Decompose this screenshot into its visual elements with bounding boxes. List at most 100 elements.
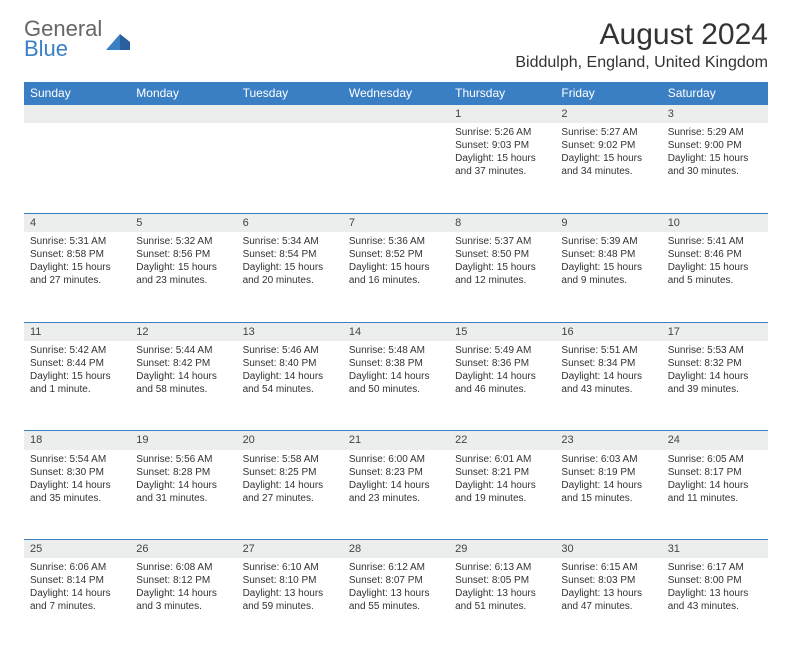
day-number-cell: 10 xyxy=(662,213,768,232)
sunrise-text: Sunrise: 5:53 AM xyxy=(668,344,762,357)
daylight-text: Daylight: 14 hours and 58 minutes. xyxy=(136,370,230,396)
day-number-cell: 19 xyxy=(130,431,236,450)
sunset-text: Sunset: 8:52 PM xyxy=(349,248,443,261)
sunrise-text: Sunrise: 6:15 AM xyxy=(561,561,655,574)
sunrise-text: Sunrise: 6:01 AM xyxy=(455,453,549,466)
day-number-cell: 27 xyxy=(237,540,343,559)
weekday-header: Thursday xyxy=(449,82,555,105)
sunrise-text: Sunrise: 5:58 AM xyxy=(243,453,337,466)
day-number-row: 25262728293031 xyxy=(24,540,768,559)
day-detail-cell: Sunrise: 5:44 AMSunset: 8:42 PMDaylight:… xyxy=(130,341,236,431)
day-detail-cell: Sunrise: 6:17 AMSunset: 8:00 PMDaylight:… xyxy=(662,558,768,648)
day-detail-cell: Sunrise: 5:39 AMSunset: 8:48 PMDaylight:… xyxy=(555,232,661,322)
logo: General Blue xyxy=(24,18,132,60)
logo-text-2: Blue xyxy=(24,38,102,60)
day-number-cell: 4 xyxy=(24,213,130,232)
day-detail-row: Sunrise: 5:31 AMSunset: 8:58 PMDaylight:… xyxy=(24,232,768,322)
day-number-cell: 5 xyxy=(130,213,236,232)
day-number-cell: 16 xyxy=(555,322,661,341)
sunrise-text: Sunrise: 5:37 AM xyxy=(455,235,549,248)
daylight-text: Daylight: 13 hours and 55 minutes. xyxy=(349,587,443,613)
sunrise-text: Sunrise: 5:31 AM xyxy=(30,235,124,248)
sunset-text: Sunset: 8:34 PM xyxy=(561,357,655,370)
day-number-cell: 14 xyxy=(343,322,449,341)
daylight-text: Daylight: 14 hours and 7 minutes. xyxy=(30,587,124,613)
day-detail-cell: Sunrise: 5:51 AMSunset: 8:34 PMDaylight:… xyxy=(555,341,661,431)
title-block: August 2024 Biddulph, England, United Ki… xyxy=(515,18,768,72)
sunrise-text: Sunrise: 5:49 AM xyxy=(455,344,549,357)
day-detail-cell: Sunrise: 5:48 AMSunset: 8:38 PMDaylight:… xyxy=(343,341,449,431)
daylight-text: Daylight: 14 hours and 3 minutes. xyxy=(136,587,230,613)
day-detail-cell: Sunrise: 5:26 AMSunset: 9:03 PMDaylight:… xyxy=(449,123,555,213)
sunset-text: Sunset: 8:25 PM xyxy=(243,466,337,479)
sunset-text: Sunset: 8:00 PM xyxy=(668,574,762,587)
daylight-text: Daylight: 14 hours and 23 minutes. xyxy=(349,479,443,505)
sunset-text: Sunset: 8:28 PM xyxy=(136,466,230,479)
day-detail-cell: Sunrise: 5:58 AMSunset: 8:25 PMDaylight:… xyxy=(237,450,343,540)
sunrise-text: Sunrise: 5:32 AM xyxy=(136,235,230,248)
sunrise-text: Sunrise: 5:51 AM xyxy=(561,344,655,357)
day-number-cell: 11 xyxy=(24,322,130,341)
sunrise-text: Sunrise: 5:26 AM xyxy=(455,126,549,139)
day-number-cell: 2 xyxy=(555,105,661,124)
weekday-header: Tuesday xyxy=(237,82,343,105)
daylight-text: Daylight: 14 hours and 54 minutes. xyxy=(243,370,337,396)
daylight-text: Daylight: 14 hours and 39 minutes. xyxy=(668,370,762,396)
sunset-text: Sunset: 8:46 PM xyxy=(668,248,762,261)
daylight-text: Daylight: 15 hours and 34 minutes. xyxy=(561,152,655,178)
day-number-cell: 31 xyxy=(662,540,768,559)
daylight-text: Daylight: 14 hours and 35 minutes. xyxy=(30,479,124,505)
day-detail-cell: Sunrise: 6:08 AMSunset: 8:12 PMDaylight:… xyxy=(130,558,236,648)
day-number-cell: 3 xyxy=(662,105,768,124)
day-number-row: 11121314151617 xyxy=(24,322,768,341)
day-number-cell: 20 xyxy=(237,431,343,450)
sunset-text: Sunset: 8:23 PM xyxy=(349,466,443,479)
day-detail-cell xyxy=(24,123,130,213)
daylight-text: Daylight: 15 hours and 1 minute. xyxy=(30,370,124,396)
sunrise-text: Sunrise: 5:36 AM xyxy=(349,235,443,248)
day-detail-cell: Sunrise: 6:00 AMSunset: 8:23 PMDaylight:… xyxy=(343,450,449,540)
day-detail-row: Sunrise: 5:26 AMSunset: 9:03 PMDaylight:… xyxy=(24,123,768,213)
daylight-text: Daylight: 13 hours and 43 minutes. xyxy=(668,587,762,613)
day-number-cell: 18 xyxy=(24,431,130,450)
day-number-row: 123 xyxy=(24,105,768,124)
sunset-text: Sunset: 8:58 PM xyxy=(30,248,124,261)
sunset-text: Sunset: 8:38 PM xyxy=(349,357,443,370)
day-detail-cell xyxy=(237,123,343,213)
sunrise-text: Sunrise: 5:34 AM xyxy=(243,235,337,248)
sunset-text: Sunset: 8:10 PM xyxy=(243,574,337,587)
sunrise-text: Sunrise: 5:29 AM xyxy=(668,126,762,139)
day-detail-row: Sunrise: 5:42 AMSunset: 8:44 PMDaylight:… xyxy=(24,341,768,431)
day-detail-cell: Sunrise: 6:01 AMSunset: 8:21 PMDaylight:… xyxy=(449,450,555,540)
daylight-text: Daylight: 15 hours and 27 minutes. xyxy=(30,261,124,287)
sunrise-text: Sunrise: 6:10 AM xyxy=(243,561,337,574)
daylight-text: Daylight: 14 hours and 50 minutes. xyxy=(349,370,443,396)
sunrise-text: Sunrise: 5:46 AM xyxy=(243,344,337,357)
sunrise-text: Sunrise: 5:27 AM xyxy=(561,126,655,139)
sunset-text: Sunset: 8:48 PM xyxy=(561,248,655,261)
day-number-cell: 22 xyxy=(449,431,555,450)
weekday-header: Monday xyxy=(130,82,236,105)
day-number-cell: 25 xyxy=(24,540,130,559)
sunset-text: Sunset: 9:02 PM xyxy=(561,139,655,152)
day-detail-cell: Sunrise: 5:32 AMSunset: 8:56 PMDaylight:… xyxy=(130,232,236,322)
sunrise-text: Sunrise: 5:39 AM xyxy=(561,235,655,248)
day-detail-cell: Sunrise: 5:27 AMSunset: 9:02 PMDaylight:… xyxy=(555,123,661,213)
day-number-cell: 23 xyxy=(555,431,661,450)
month-title: August 2024 xyxy=(515,18,768,52)
daylight-text: Daylight: 15 hours and 5 minutes. xyxy=(668,261,762,287)
day-detail-cell: Sunrise: 5:41 AMSunset: 8:46 PMDaylight:… xyxy=(662,232,768,322)
day-number-cell: 17 xyxy=(662,322,768,341)
day-detail-row: Sunrise: 5:54 AMSunset: 8:30 PMDaylight:… xyxy=(24,450,768,540)
day-detail-cell xyxy=(130,123,236,213)
sunrise-text: Sunrise: 5:56 AM xyxy=(136,453,230,466)
sunrise-text: Sunrise: 5:42 AM xyxy=(30,344,124,357)
weekday-header: Wednesday xyxy=(343,82,449,105)
day-detail-row: Sunrise: 6:06 AMSunset: 8:14 PMDaylight:… xyxy=(24,558,768,648)
day-number-cell: 21 xyxy=(343,431,449,450)
daylight-text: Daylight: 15 hours and 9 minutes. xyxy=(561,261,655,287)
daylight-text: Daylight: 14 hours and 15 minutes. xyxy=(561,479,655,505)
daylight-text: Daylight: 14 hours and 31 minutes. xyxy=(136,479,230,505)
day-detail-cell: Sunrise: 5:36 AMSunset: 8:52 PMDaylight:… xyxy=(343,232,449,322)
day-detail-cell: Sunrise: 5:56 AMSunset: 8:28 PMDaylight:… xyxy=(130,450,236,540)
